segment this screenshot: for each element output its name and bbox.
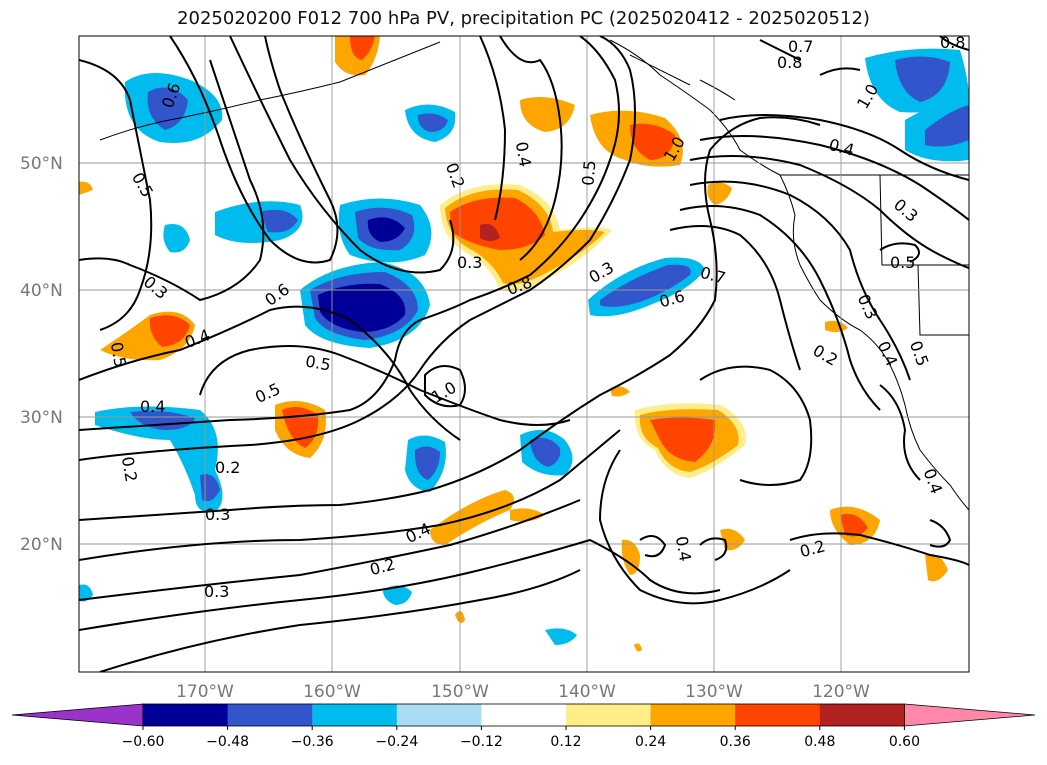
- colorbar-tick-label: 0.60: [889, 734, 920, 750]
- lon-label: 160°W: [303, 682, 361, 702]
- colorbar-segment: [650, 704, 736, 726]
- contour-label: 0.3: [205, 505, 230, 524]
- colorbar-tick-label: −0.36: [291, 734, 334, 750]
- contour-label: 0.5: [890, 253, 915, 272]
- colorbar-segment: [566, 704, 652, 726]
- lat-label: 30°N: [20, 408, 63, 428]
- colorbar-tick-label: −0.48: [206, 734, 249, 750]
- contour-label: 0.2: [215, 458, 240, 477]
- colorbar-segment: [312, 704, 398, 726]
- lon-label: 140°W: [558, 682, 616, 702]
- lat-label: 40°N: [20, 281, 63, 301]
- lon-label: 120°W: [812, 682, 870, 702]
- colorbar-segment: [819, 704, 905, 726]
- colorbar-tick-label: 0.12: [550, 734, 581, 750]
- contour-label: 0.7: [788, 37, 813, 56]
- contour-label: 0.5: [304, 351, 332, 374]
- lon-axis: 170°W 160°W 150°W 140°W 130°W 120°W: [176, 682, 870, 702]
- colorbar: −0.60 −0.48 −0.36 −0.24 −0.12 0.12 0.24 0.36 0.4…: [11, 703, 1036, 750]
- plot-area: [79, 36, 969, 672]
- plot-border: [78, 35, 970, 673]
- colorbar-segment: [143, 704, 229, 726]
- colorbar-tick-label: 0.24: [635, 734, 666, 750]
- contour-label: 0.2: [118, 455, 141, 483]
- lat-label: 20°N: [20, 535, 63, 555]
- pv-contours: [79, 36, 969, 672]
- lat-axis: 50°N 40°N 30°N 20°N: [20, 154, 63, 555]
- contour-label: 0.3: [457, 253, 482, 272]
- contour-label: 0.4: [140, 397, 165, 416]
- contour-label: 0.8: [940, 33, 965, 52]
- colorbar-segment: [481, 704, 567, 726]
- contour-label: 0.5: [578, 159, 599, 186]
- colorbar-segment: [396, 704, 482, 726]
- colorbar-extend-min: [11, 703, 144, 727]
- gridlines: [79, 36, 969, 672]
- contour-label: 0.4: [512, 140, 535, 168]
- lon-label: 170°W: [176, 682, 234, 702]
- map-title: 2025020200 F012 700 hPa PV, precipitatio…: [177, 8, 870, 29]
- colorbar-extend-max: [904, 703, 1036, 727]
- contour-label: 0.4: [672, 535, 695, 563]
- filled-anomalies: [79, 36, 969, 652]
- contour-label: 0.3: [204, 582, 229, 601]
- colorbar-segment: [735, 704, 821, 726]
- lon-label: 130°W: [685, 682, 743, 702]
- colorbar-tick-label: −0.24: [375, 734, 418, 750]
- colorbar-tick-label: 0.36: [720, 734, 751, 750]
- colorbar-border: [142, 703, 905, 727]
- contour-label: 0.8: [777, 53, 802, 72]
- colorbar-tick-label: 0.48: [804, 734, 835, 750]
- contour-label: 0.5: [107, 341, 130, 369]
- coastlines: [99, 39, 969, 511]
- colorbar-tick-label: −0.12: [460, 734, 503, 750]
- lat-label: 50°N: [20, 154, 63, 174]
- colorbar-tick-label: −0.60: [122, 734, 165, 750]
- colorbar-segment: [227, 704, 313, 726]
- lon-label: 150°W: [431, 682, 489, 702]
